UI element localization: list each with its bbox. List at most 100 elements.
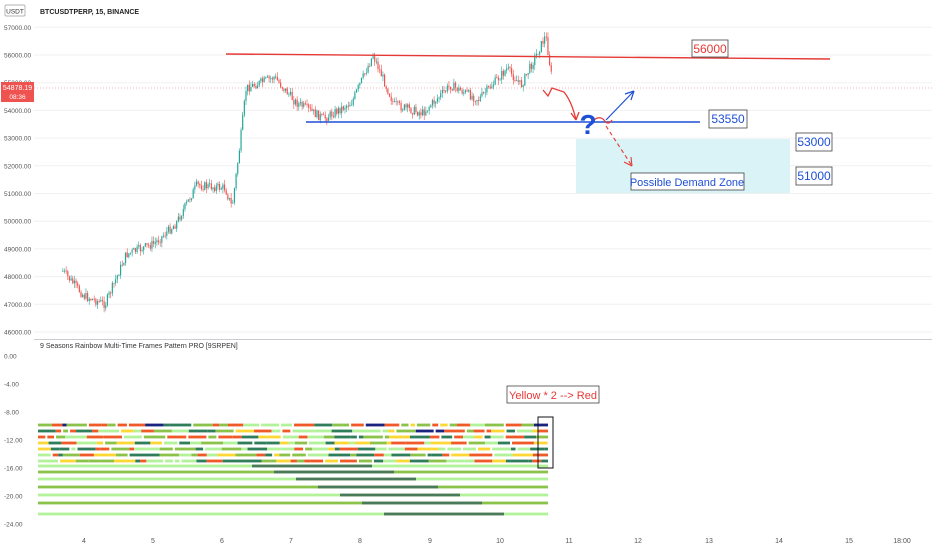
heatmap-cell (279, 453, 291, 457)
candle-body (136, 246, 138, 252)
candle-body (177, 216, 179, 222)
candle-body (285, 88, 287, 91)
candle-body (469, 90, 471, 100)
currency-badge[interactable] (4, 4, 26, 17)
heatmap-cell (124, 435, 142, 439)
candle-body (322, 114, 325, 116)
candle-body (412, 113, 414, 115)
candle-body (181, 215, 183, 220)
heatmap-stripe (384, 512, 504, 516)
heatmap-cell (51, 423, 63, 427)
candle-body (247, 84, 249, 92)
candle-body (545, 36, 547, 38)
candle-body (458, 87, 460, 92)
heatmap-cell (328, 447, 335, 451)
heatmap-cell (91, 429, 99, 433)
indicator-axis[interactable]: 0.00 -4.00 -8.00 -12.00 -16.00 -20.00 -24.00 (4, 354, 23, 529)
heatmap-cell (292, 453, 306, 457)
candle-body (133, 248, 135, 250)
heatmap-cell (55, 429, 62, 433)
candle-body (172, 226, 174, 230)
candle-body (549, 54, 551, 66)
price-tick-label: 54000.00 (4, 108, 31, 115)
candle-body (313, 109, 315, 111)
heatmap-cell (129, 453, 139, 457)
heatmap-cell (309, 441, 326, 445)
candle-body (362, 73, 364, 78)
candle-body (311, 108, 313, 111)
candle-body (118, 275, 120, 277)
heatmap-stripe (274, 470, 394, 474)
heatmap-cell (143, 435, 166, 439)
heatmap-cell (188, 429, 208, 433)
heatmap-cell (115, 453, 128, 457)
heatmap-cell (261, 459, 271, 463)
time-axis[interactable]: 4 5 6 7 8 9 10 11 12 13 14 15 18:00 (82, 538, 911, 545)
heatmap-cell (38, 435, 46, 439)
zone-bottom-label-box[interactable] (795, 166, 833, 186)
candle-body (519, 80, 521, 82)
heatmap-cell (38, 447, 51, 451)
heatmap-cell (463, 435, 475, 439)
heatmap-cell (298, 435, 308, 439)
heatmap-cell (416, 423, 431, 427)
resistance-line[interactable] (225, 53, 831, 60)
candle-body (286, 88, 288, 95)
heatmap-cell (323, 435, 335, 439)
candle-body (385, 86, 387, 89)
candle-body (157, 240, 160, 243)
heatmap-cell (356, 453, 375, 457)
heatmap-cell (325, 459, 339, 463)
heatmap-cell (247, 447, 268, 451)
candle-body (85, 292, 87, 299)
resistance-label-box[interactable] (691, 39, 729, 58)
signal-highlight-box[interactable] (537, 416, 554, 469)
candle-body (166, 231, 168, 236)
heatmap-cell (521, 423, 534, 427)
candle-body (95, 299, 97, 305)
support-label: 53550 (711, 112, 745, 126)
support-label-box[interactable] (708, 109, 748, 129)
symbol-title: BTCUSDTPERP, 15, BINANCE (40, 9, 139, 16)
candle-body (301, 102, 303, 107)
candle-body (446, 85, 448, 92)
candle-body (91, 298, 94, 301)
heatmap-cell (290, 459, 297, 463)
heatmap-cell (484, 423, 504, 427)
heatmap-cell (61, 441, 77, 445)
heatmap-cell (312, 447, 329, 451)
heatmap-cell (217, 453, 236, 457)
candle-body (179, 216, 181, 220)
candle-body (129, 252, 132, 254)
candle-body (98, 301, 100, 303)
candle-body (520, 80, 523, 87)
heatmap-cell (532, 459, 542, 463)
indicator-note-box[interactable] (506, 385, 600, 404)
heatmap-cell (71, 447, 76, 451)
candle-body (539, 51, 541, 55)
bounce-arrow-head (624, 90, 635, 101)
heatmap-cell (174, 447, 196, 451)
heatmap-cell (241, 435, 259, 439)
heatmap-cell (77, 447, 96, 451)
candle-body (90, 298, 92, 301)
heatmap-cell (146, 459, 164, 463)
candle-body (252, 83, 254, 87)
heatmap-cell (274, 453, 280, 457)
candle-body (547, 37, 549, 55)
time-tick-label: 13 (705, 538, 713, 545)
heatmap-cell (95, 447, 101, 451)
candle-body (448, 85, 450, 87)
heatmap-cell (38, 441, 49, 445)
heatmap-cell (163, 441, 178, 445)
candle-body (151, 240, 153, 249)
candle-body (271, 78, 273, 80)
zone-label-box[interactable] (630, 172, 745, 191)
question-mark: ? (579, 109, 596, 140)
current-price-tag[interactable] (1, 82, 34, 102)
zone-top-label-box[interactable] (795, 132, 833, 152)
heatmap-cell (190, 441, 202, 445)
candle-body (78, 285, 80, 293)
time-tick-label: 15 (845, 538, 853, 545)
